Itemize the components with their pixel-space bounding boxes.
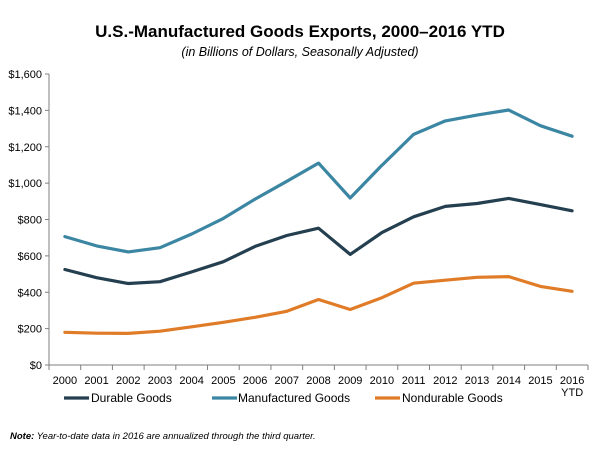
y-tick-label: $1,600 [8,69,42,81]
y-tick-label: $1,000 [8,178,42,190]
y-tick-label: $800 [18,215,42,227]
footnote-label: Note: [10,431,34,442]
x-tick-label: 2005 [211,375,235,387]
x-tick-label: 2013 [465,375,489,387]
footnote: Note: Year-to-date data in 2016 are annu… [10,431,316,442]
series-line-manufactured-goods [63,108,574,254]
legend-label: Manufactured Goods [238,391,350,405]
y-tick-label: $0 [30,360,42,372]
footnote-text: Year-to-date data in 2016 are annualized… [34,431,315,442]
x-tick-label: 2006 [243,375,267,387]
x-tick-label: 2016 [560,375,584,387]
x-tick-label: 2009 [338,375,362,387]
y-tick-label: $1,200 [8,142,42,154]
x-tick-label: 2007 [275,375,299,387]
legend-label: Durable Goods [91,391,172,405]
x-tick-label: 2011 [402,375,426,387]
chart-subtitle: (in Billions of Dollars, Seasonally Adju… [181,45,418,59]
x-tick-label: 2000 [53,375,77,387]
x-tick-label: 2015 [528,375,552,387]
x-tick-label: 2008 [306,375,330,387]
x-tick-label: 2014 [496,375,520,387]
x-ticks: 2000 2001 2002 2003 2004 2005 2006 2007 2008 2009… [48,365,589,399]
series-line-durable-goods [63,196,574,286]
y-tick-label: $400 [18,287,42,299]
legend: Durable Goods Manufactured Goods Nondurabl… [64,391,503,405]
y-tick-label: $600 [18,251,42,263]
x-tick-label: 2010 [370,375,394,387]
x-tick-label: 2002 [116,375,140,387]
x-tick-label: 2003 [148,375,172,387]
axes [48,74,588,366]
chart-title: U.S.-Manufactured Goods Exports, 2000–20… [95,22,505,41]
x-tick-sublabel: YTD [561,387,583,399]
x-tick-label: 2012 [433,375,457,387]
legend-label: Nondurable Goods [402,391,503,405]
series-lines [63,108,574,335]
y-ticks: $0 $200 $400 $600 $800 $1,000 $1,200 $1,400 $1,6… [8,69,49,372]
x-tick-label: 2001 [84,375,108,387]
y-tick-label: $200 [18,324,42,336]
series-line-nondurable-goods [63,275,574,335]
x-tick-label: 2004 [179,375,203,387]
y-tick-label: $1,400 [8,105,42,117]
